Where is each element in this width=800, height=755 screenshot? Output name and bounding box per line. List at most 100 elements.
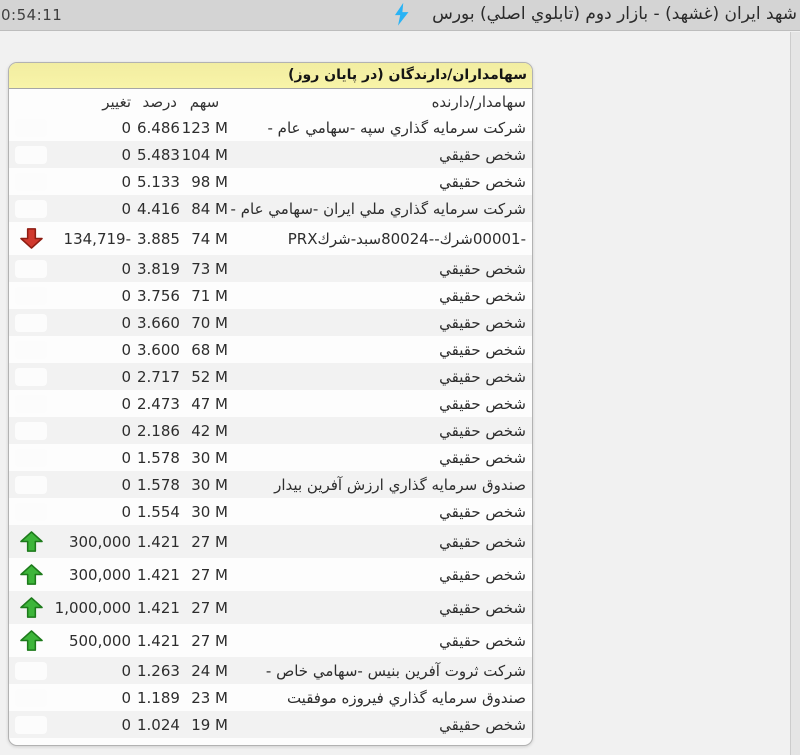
percent-cell: 1.421 bbox=[137, 565, 180, 584]
table-row[interactable]: 0 3.819 73 M شخص حقيقي bbox=[9, 255, 532, 282]
shares-cell: 123 M bbox=[181, 118, 228, 137]
holder-cell: شخص حقيقي bbox=[439, 448, 526, 467]
percent-cell: 1.263 bbox=[137, 661, 180, 680]
table-row[interactable]: 0 6.486 123 M شرکت سرمايه گذاري سپه -سها… bbox=[9, 114, 532, 141]
holder-cell: شخص حقيقي bbox=[439, 340, 526, 359]
up-arrow-icon bbox=[9, 591, 53, 624]
change-arrow-icon bbox=[9, 417, 53, 444]
header-change: تغيير bbox=[102, 92, 131, 111]
up-arrow-icon bbox=[9, 624, 53, 657]
holder-cell: شخص حقيقي bbox=[439, 715, 526, 734]
holder-cell: صندوق سرمايه گذاري ارزش آفرين بيدار bbox=[274, 475, 526, 494]
icon-placeholder bbox=[15, 367, 47, 386]
icon-placeholder bbox=[15, 145, 47, 164]
change-cell: 0 bbox=[121, 118, 131, 137]
percent-cell: 1.189 bbox=[137, 688, 180, 707]
change-arrow-icon bbox=[9, 168, 53, 195]
table-row[interactable]: 0 1.189 23 M صندوق سرمايه گذاري فيروزه م… bbox=[9, 684, 532, 711]
shares-cell: 47 M bbox=[191, 394, 228, 413]
table-row[interactable]: 0 1.263 24 M شرکت ثروت آفرين بنيس -سهامي… bbox=[9, 657, 532, 684]
change-cell: 0 bbox=[121, 394, 131, 413]
holder-cell: شخص حقيقي bbox=[439, 286, 526, 305]
shares-cell: 74 M bbox=[191, 229, 228, 248]
table-row[interactable]: 300,000 1.421 27 M شخص حقيقي bbox=[9, 525, 532, 558]
table-row[interactable]: 0 5.133 98 M شخص حقيقي bbox=[9, 168, 532, 195]
header-percent: درصد bbox=[142, 92, 177, 111]
table-row[interactable]: 1,000,000 1.421 27 M شخص حقيقي bbox=[9, 591, 532, 624]
change-arrow-icon bbox=[9, 684, 53, 711]
holder-cell: شخص حقيقي bbox=[439, 532, 526, 551]
shares-cell: 23 M bbox=[191, 688, 228, 707]
holder-cell: صندوق سرمايه گذاري فيروزه موفقيت bbox=[286, 688, 526, 707]
icon-placeholder bbox=[15, 313, 47, 332]
holder-cell: شرکت ثروت آفرين بنيس -سهامي خاص - bbox=[265, 661, 526, 680]
holder-cell: شخص حقيقي bbox=[439, 367, 526, 386]
table-row[interactable]: 500,000 1.421 27 M شخص حقيقي bbox=[9, 624, 532, 657]
change-arrow-icon bbox=[9, 336, 53, 363]
scrollbar-track[interactable] bbox=[790, 32, 800, 755]
percent-cell: 3.660 bbox=[137, 313, 180, 332]
icon-placeholder bbox=[15, 475, 47, 494]
icon-placeholder bbox=[15, 259, 47, 278]
shares-cell: 24 M bbox=[191, 661, 228, 680]
shares-cell: 42 M bbox=[191, 421, 228, 440]
icon-placeholder bbox=[15, 421, 47, 440]
change-cell: 0 bbox=[121, 502, 131, 521]
table-row[interactable]: 0 3.600 68 M شخص حقيقي bbox=[9, 336, 532, 363]
table-row[interactable]: 0 1.554 30 M شخص حقيقي bbox=[9, 498, 532, 525]
table-row[interactable]: 0 1.578 30 M صندوق سرمايه گذاري ارزش آفر… bbox=[9, 471, 532, 498]
change-arrow-icon bbox=[9, 711, 53, 738]
table-row[interactable]: 134,719- 3.885 74 M PRXسبد-شرك‎80024--‎ش… bbox=[9, 222, 532, 255]
change-cell: 0 bbox=[121, 145, 131, 164]
table-row[interactable]: 0 2.473 47 M شخص حقيقي bbox=[9, 390, 532, 417]
shares-cell: 98 M bbox=[191, 172, 228, 191]
change-cell: 300,000 bbox=[68, 532, 131, 551]
change-arrow-icon bbox=[9, 195, 53, 222]
holder-cell: شخص حقيقي bbox=[439, 172, 526, 191]
icon-placeholder bbox=[15, 286, 47, 305]
icon-placeholder bbox=[15, 118, 47, 137]
percent-cell: 5.133 bbox=[137, 172, 180, 191]
holder-cell: شخص حقيقي bbox=[439, 598, 526, 617]
icon-placeholder bbox=[15, 502, 47, 521]
holder-cell: شخص حقيقي bbox=[439, 259, 526, 278]
table-row[interactable]: 300,000 1.421 27 M شخص حقيقي bbox=[9, 558, 532, 591]
change-arrow-icon bbox=[9, 390, 53, 417]
percent-cell: 1.578 bbox=[137, 448, 180, 467]
table-row[interactable]: 0 2.717 52 M شخص حقيقي bbox=[9, 363, 532, 390]
holder-cell: شخص حقيقي bbox=[439, 421, 526, 440]
change-arrow-icon bbox=[9, 282, 53, 309]
icon-placeholder bbox=[15, 199, 47, 218]
shares-cell: 30 M bbox=[191, 475, 228, 494]
change-cell: 0 bbox=[121, 259, 131, 278]
percent-cell: 1.421 bbox=[137, 598, 180, 617]
change-cell: 500,000 bbox=[68, 631, 131, 650]
header-shares: سهم bbox=[189, 92, 220, 111]
percent-cell: 1.578 bbox=[137, 475, 180, 494]
change-cell: 0 bbox=[121, 340, 131, 359]
change-arrow-icon bbox=[9, 309, 53, 336]
percent-cell: 3.756 bbox=[137, 286, 180, 305]
icon-placeholder bbox=[15, 448, 47, 467]
change-cell: 0 bbox=[121, 286, 131, 305]
table-row[interactable]: 0 3.756 71 M شخص حقيقي bbox=[9, 282, 532, 309]
change-cell: 0 bbox=[121, 688, 131, 707]
top-status-bar: 0:54:11 شهد ايران (غشهد) - بازار دوم (تا… bbox=[0, 0, 800, 31]
change-cell: 134,719- bbox=[63, 229, 131, 248]
table-row[interactable]: 0 1.024 19 M شخص حقيقي bbox=[9, 711, 532, 738]
table-row[interactable]: 0 1.578 30 M شخص حقيقي bbox=[9, 444, 532, 471]
change-arrow-icon bbox=[9, 657, 53, 684]
shares-cell: 68 M bbox=[191, 340, 228, 359]
table-row[interactable]: 0 5.483 104 M شخص حقيقي bbox=[9, 141, 532, 168]
table-row[interactable]: 0 2.186 42 M شخص حقيقي bbox=[9, 417, 532, 444]
change-arrow-icon bbox=[9, 255, 53, 282]
table-row[interactable]: 0 3.660 70 M شخص حقيقي bbox=[9, 309, 532, 336]
change-cell: 0 bbox=[121, 172, 131, 191]
change-cell: 0 bbox=[121, 448, 131, 467]
table-row[interactable]: 0 4.416 84 M شرکت سرمايه گذاري ملي ايران… bbox=[9, 195, 532, 222]
holder-cell: شخص حقيقي bbox=[439, 502, 526, 521]
header-holder: سهامدار/دارنده bbox=[431, 92, 526, 111]
change-arrow-icon bbox=[9, 498, 53, 525]
change-arrow-icon bbox=[9, 141, 53, 168]
shares-cell: 70 M bbox=[191, 313, 228, 332]
